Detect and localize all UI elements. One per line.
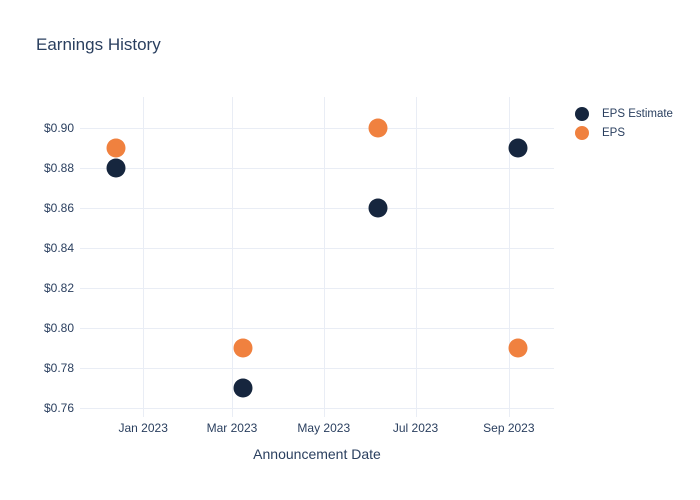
x-tick-label: May 2023 — [297, 421, 351, 435]
data-point[interactable] — [106, 158, 126, 178]
y-tick-label: $0.82 — [43, 281, 74, 295]
legend-item[interactable]: EPS Estimate — [575, 104, 673, 123]
v-gridline — [323, 97, 325, 417]
v-gridline — [231, 97, 233, 417]
data-point[interactable] — [368, 118, 388, 138]
x-tick-label: Sep 2023 — [483, 421, 535, 435]
data-point[interactable] — [508, 338, 528, 358]
h-gridline — [80, 208, 554, 209]
h-gridline — [80, 168, 554, 169]
x-tick-label: Jan 2023 — [118, 421, 168, 435]
v-gridline — [415, 97, 417, 417]
h-gridline — [80, 408, 554, 409]
y-tick-label: $0.76 — [43, 401, 74, 415]
y-tick-label: $0.78 — [43, 361, 74, 375]
h-gridline — [80, 288, 554, 289]
y-tick-label: $0.90 — [43, 121, 74, 135]
legend-marker-icon — [575, 106, 589, 121]
h-gridline — [80, 128, 554, 129]
data-point[interactable] — [368, 198, 388, 218]
legend-marker-icon — [575, 125, 589, 140]
x-tick-label: Mar 2023 — [206, 421, 258, 435]
y-tick-label: $0.84 — [43, 241, 74, 255]
data-point[interactable] — [508, 138, 528, 158]
h-gridline — [80, 248, 554, 249]
y-tick-label: $0.86 — [43, 201, 74, 215]
legend-label: EPS Estimate — [602, 107, 673, 120]
legend-label: EPS — [602, 126, 626, 139]
h-gridline — [80, 328, 554, 329]
y-tick-label: $0.88 — [43, 161, 74, 175]
legend-item[interactable]: EPS — [575, 123, 673, 142]
v-gridline — [143, 97, 145, 417]
chart-title: Earnings History — [36, 35, 161, 54]
y-tick-label: $0.80 — [43, 321, 74, 335]
plot-area — [80, 97, 554, 417]
data-point[interactable] — [233, 378, 252, 398]
v-gridline — [508, 97, 510, 417]
x-tick-label: Jul 2023 — [392, 421, 439, 435]
legend: EPS Estimate EPS — [575, 104, 673, 142]
x-axis-title: Announcement Date — [253, 446, 381, 462]
data-point[interactable] — [233, 338, 252, 358]
h-gridline — [80, 368, 554, 369]
data-point[interactable] — [106, 138, 126, 158]
